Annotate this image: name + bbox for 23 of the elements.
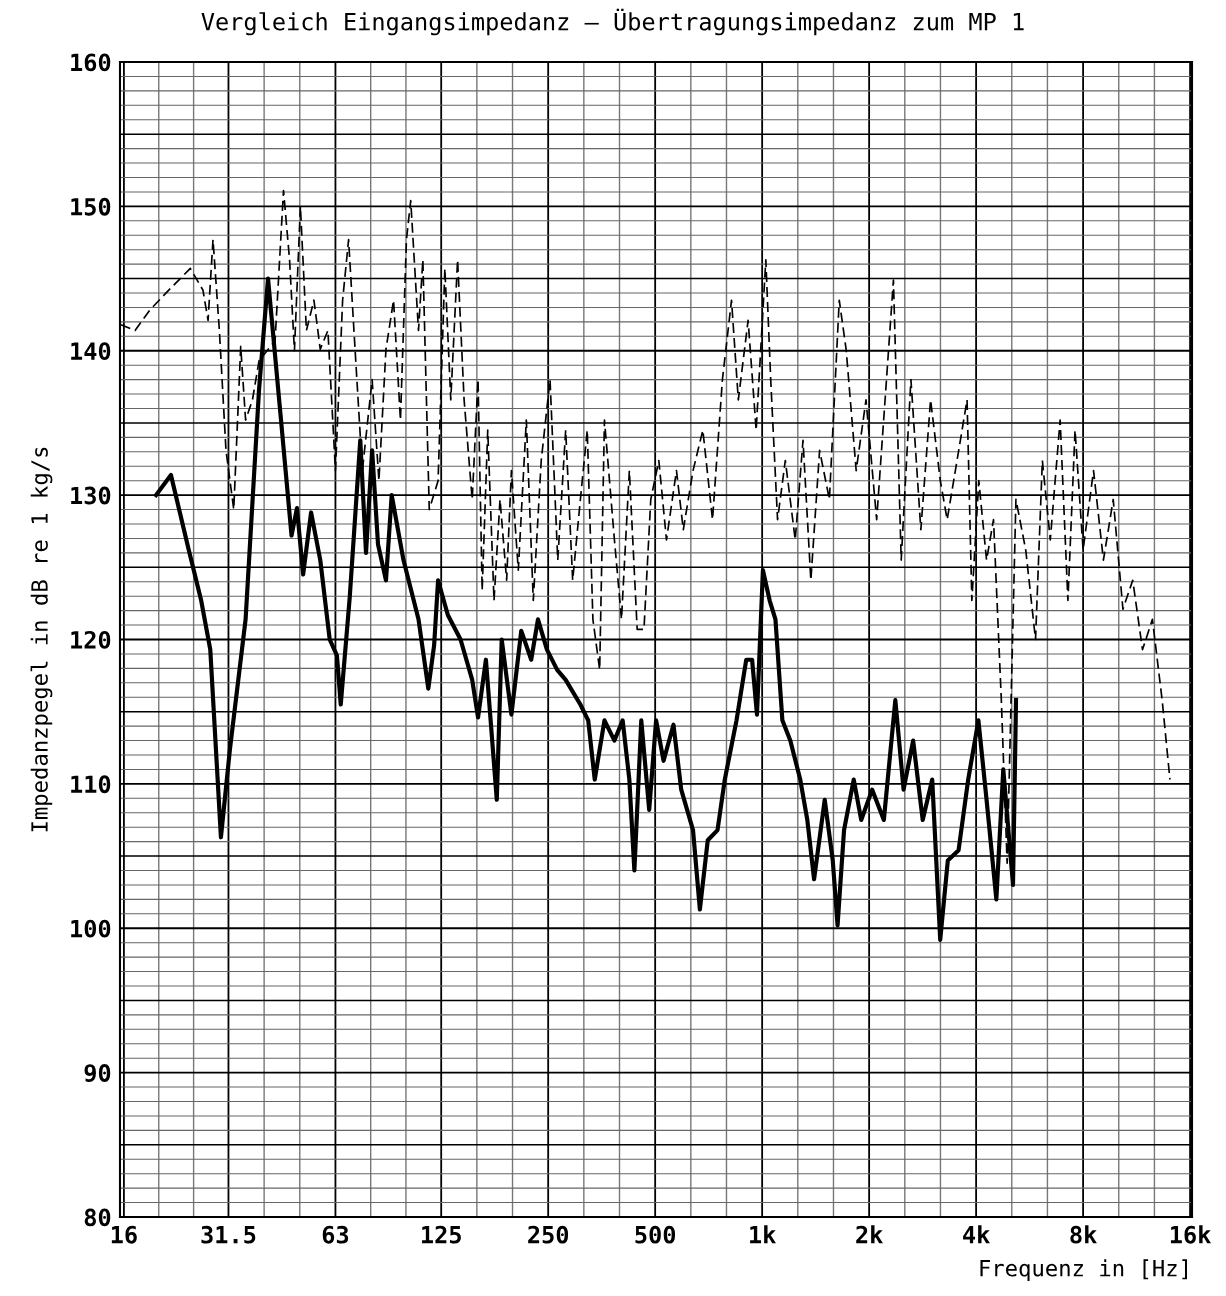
x-axis-title: Frequenz in [Hz] — [980, 1259, 1187, 1281]
x-tick-label: 125 — [422, 1225, 461, 1244]
x-tick-label: 2k — [856, 1225, 883, 1244]
x-tick-label: 500 — [635, 1225, 676, 1244]
y-axis-title: Impedanzpegel in dB re 1 kg/s — [30, 447, 53, 832]
x-tick-label: 16k — [1170, 1225, 1211, 1244]
x-tick-label: 8k — [1070, 1225, 1097, 1244]
x-tick-label: 16 — [111, 1225, 137, 1244]
y-tick-label: 140 — [71, 342, 111, 361]
y-tick-label: 160 — [71, 53, 111, 72]
y-tick-label: 150 — [71, 197, 111, 216]
x-tick-label: 4k — [963, 1225, 990, 1244]
x-tick-label: 1k — [750, 1225, 776, 1244]
chart-title: Vergleich Eingangsimpedanz – Übertragungsimpedanz zum MP 1 — [201, 8, 1024, 36]
y-tick-label: 100 — [71, 919, 111, 938]
y-tick-label: 110 — [71, 775, 111, 794]
y-tick-label: 90 — [84, 1064, 111, 1083]
y-tick-label: 80 — [84, 1208, 111, 1227]
y-tick-label: 120 — [71, 630, 111, 649]
x-tick-label: 63 — [322, 1225, 349, 1244]
x-tick-label: 31.5 — [201, 1225, 256, 1244]
x-tick-label: 250 — [528, 1225, 569, 1244]
y-tick-label: 130 — [71, 486, 111, 505]
